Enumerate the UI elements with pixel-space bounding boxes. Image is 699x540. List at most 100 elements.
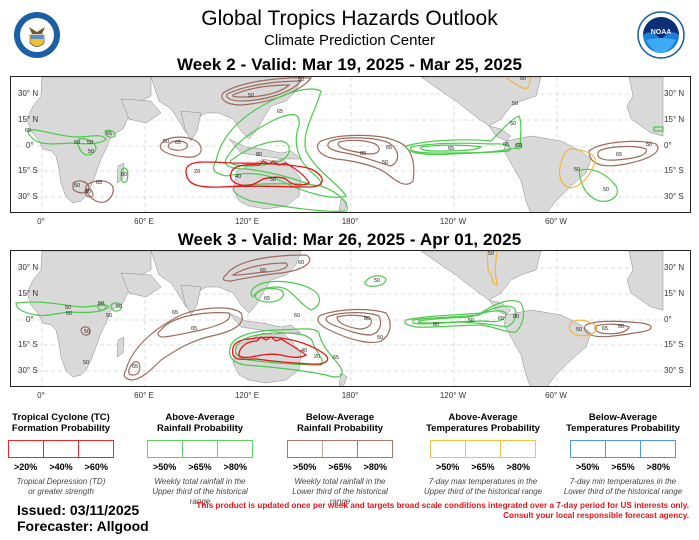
svg-text:20: 20 — [194, 169, 200, 175]
svg-text:50: 50 — [520, 77, 526, 82]
svg-text:NOAA: NOAA — [651, 29, 672, 36]
w3-lat-label-15s: 15° S — [18, 340, 38, 349]
svg-text:50: 50 — [163, 139, 169, 145]
svg-text:65: 65 — [191, 326, 197, 332]
svg-text:50: 50 — [488, 251, 494, 257]
w3-lat-label-right-30n: 30° N — [664, 263, 685, 272]
lat-label-right-30s: 30° S — [664, 192, 684, 201]
lat-label-right-0: 0° — [664, 141, 672, 150]
legend-below-rainfall: Below-Average Rainfall Probability >50% >6… — [281, 412, 399, 507]
lat-label-15s: 15° S — [18, 166, 38, 175]
w3-lon-label-180: 180° — [341, 391, 359, 400]
lon-label-120w: 120° W — [439, 217, 467, 226]
svg-text:80: 80 — [256, 152, 262, 158]
svg-text:50: 50 — [85, 189, 91, 195]
w3-lat-label-right-30s: 30° S — [664, 366, 684, 375]
svg-text:65: 65 — [448, 146, 454, 152]
disclaimer: This product is updated once per week an… — [196, 501, 689, 520]
svg-text:50: 50 — [270, 177, 276, 183]
w3-lon-label-120e: 120° E — [234, 391, 260, 400]
svg-text:80: 80 — [121, 172, 127, 178]
w3-lon-label-120w: 120° W — [439, 391, 467, 400]
w3-lon-label-60e: 60° E — [134, 391, 154, 400]
svg-text:60: 60 — [298, 260, 304, 266]
svg-text:65: 65 — [333, 355, 339, 361]
svg-text:50: 50 — [106, 313, 112, 319]
page-subtitle: Climate Prediction Center — [264, 32, 435, 49]
w3-lat-label-30s: 30° S — [18, 366, 38, 375]
svg-text:50: 50 — [74, 140, 80, 146]
doc-seal-logo — [12, 10, 62, 60]
legend-below-temperatures: Below-Average Temperatures Probability >5… — [563, 412, 683, 496]
svg-text:65: 65 — [386, 145, 392, 151]
svg-text:50: 50 — [377, 335, 383, 341]
legend-below-temperatures-swatch — [570, 440, 676, 458]
legend-above-rainfall: Above-Average Rainfall Probability >50% >6… — [141, 412, 259, 507]
svg-text:65: 65 — [175, 140, 181, 146]
lat-label-right-15n: 15° N — [664, 115, 685, 124]
lon-label-180: 180° — [341, 217, 359, 226]
svg-text:50: 50 — [510, 121, 516, 127]
svg-text:20: 20 — [314, 354, 320, 360]
lat-label-30n: 30° N — [18, 89, 39, 98]
svg-text:50: 50 — [74, 183, 80, 189]
svg-text:50: 50 — [468, 318, 474, 324]
svg-text:60: 60 — [516, 143, 522, 149]
legend-above-rainfall-swatch — [147, 440, 253, 458]
lon-label-0: 0° — [37, 217, 45, 226]
svg-text:80: 80 — [364, 316, 370, 322]
svg-text:50: 50 — [84, 329, 90, 335]
week2-title: Week 2 - Valid: Mar 19, 2025 - Mar 25, 2… — [176, 55, 523, 74]
svg-text:65: 65 — [616, 152, 622, 158]
legend-tc: Tropical Cyclone (TC) Formation Probabili… — [2, 412, 120, 497]
w3-lat-label-0: 0° — [26, 315, 34, 324]
svg-text:50: 50 — [298, 77, 304, 83]
w3-lat-label-right-0: 0° — [664, 315, 672, 324]
week3-title: Week 3 - Valid: Mar 26, 2025 - Apr 01, 2… — [177, 230, 522, 249]
svg-text:60: 60 — [294, 313, 300, 319]
svg-text:50: 50 — [512, 101, 518, 107]
legend-below-rainfall-swatch — [287, 440, 393, 458]
svg-text:65: 65 — [264, 296, 270, 302]
legend-above-temperatures-swatch — [430, 440, 536, 458]
svg-text:65: 65 — [132, 364, 138, 370]
svg-text:50: 50 — [646, 142, 652, 148]
svg-text:80: 80 — [360, 151, 366, 157]
svg-text:40: 40 — [301, 348, 307, 354]
lat-label-right-15s: 15° S — [664, 166, 684, 175]
w3-lat-label-30n: 30° N — [18, 263, 39, 272]
svg-text:50: 50 — [88, 149, 94, 155]
svg-text:50: 50 — [87, 140, 93, 146]
svg-text:50: 50 — [83, 360, 89, 366]
w3-lon-label-0: 0° — [37, 391, 45, 400]
svg-text:65: 65 — [172, 310, 178, 316]
svg-text:65: 65 — [25, 128, 31, 134]
w3-lat-label-right-15s: 15° S — [664, 340, 684, 349]
svg-text:50: 50 — [66, 311, 72, 317]
svg-text:80: 80 — [513, 314, 519, 320]
lat-label-right-30n: 30° N — [664, 89, 685, 98]
svg-text:65: 65 — [277, 109, 283, 115]
svg-text:65: 65 — [602, 326, 608, 332]
lat-label-0: 0° — [26, 141, 34, 150]
noaa-logo: NOAA — [636, 10, 686, 60]
svg-text:50: 50 — [603, 187, 609, 193]
w3-lat-label-right-15n: 15° N — [664, 289, 685, 298]
svg-text:50: 50 — [116, 304, 122, 310]
svg-text:50: 50 — [576, 327, 582, 333]
svg-text:50: 50 — [382, 160, 388, 166]
issued-date: Issued: 03/11/2025 — [17, 502, 140, 518]
lon-label-120e: 120° E — [234, 217, 260, 226]
svg-text:65: 65 — [260, 268, 266, 274]
svg-text:65: 65 — [498, 316, 504, 322]
svg-text:65: 65 — [503, 142, 509, 148]
svg-text:50: 50 — [248, 93, 254, 99]
lat-label-15n: 15° N — [18, 115, 39, 124]
legend-above-temperatures: Above-Average Temperatures Probability >5… — [423, 412, 543, 496]
svg-text:50: 50 — [98, 301, 104, 307]
svg-text:50: 50 — [65, 305, 71, 311]
svg-text:80: 80 — [433, 322, 439, 328]
svg-text:50: 50 — [374, 278, 380, 284]
svg-text:65: 65 — [96, 180, 102, 186]
legend-tc-swatch — [8, 440, 114, 458]
